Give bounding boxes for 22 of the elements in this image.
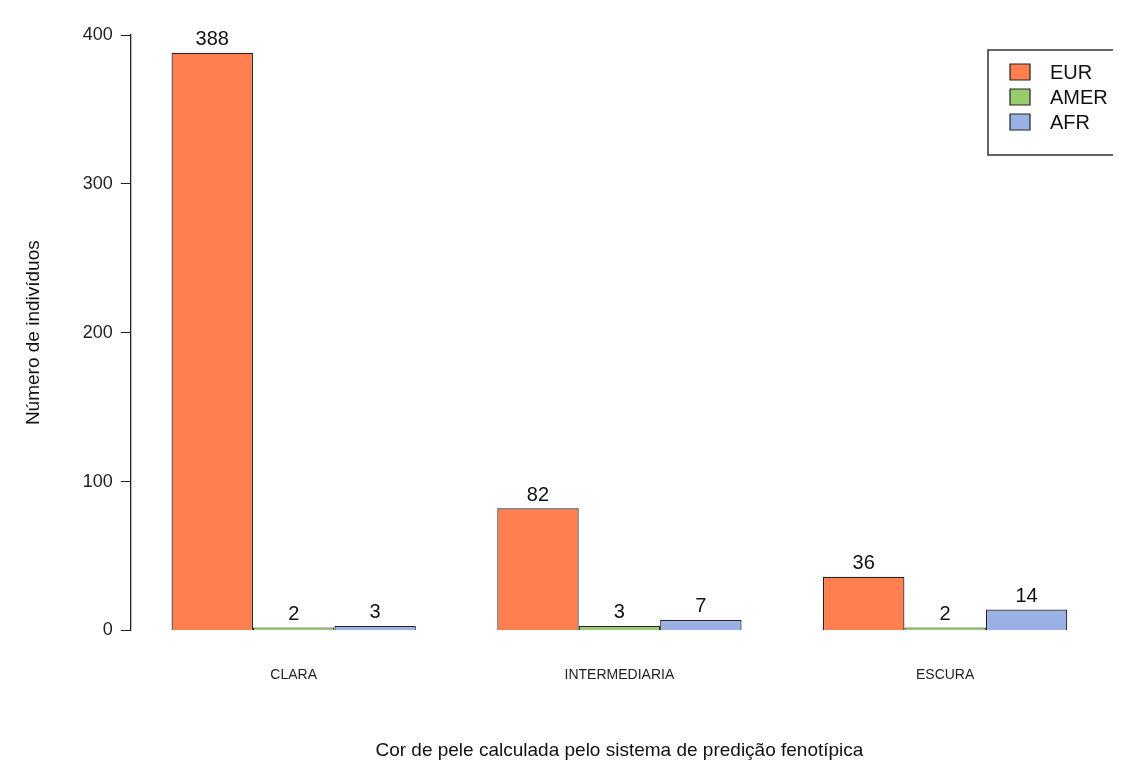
x-tick-label: CLARA [270, 665, 318, 682]
y-tick-label: 100 [82, 470, 113, 491]
legend-label: EUR [1050, 60, 1093, 83]
data-label: 3 [369, 600, 381, 623]
data-label: 388 [195, 27, 229, 50]
y-tick-label: 400 [82, 23, 113, 44]
y-tick-label: 0 [102, 619, 113, 640]
data-label: 82 [526, 482, 550, 505]
y-tick-label: 200 [82, 321, 113, 342]
data-label: 2 [288, 601, 300, 624]
data-label: 3 [613, 600, 625, 623]
x-tick-label: INTERMEDIARIA [564, 665, 675, 682]
x-axis-title: Cor de pele calculada pelo sistema de predição fenotípica [375, 738, 864, 760]
data-label: 36 [852, 551, 875, 574]
legend-label: AMER [1050, 85, 1108, 108]
data-label: 2 [939, 601, 951, 624]
y-tick-label: 300 [82, 172, 113, 193]
y-axis-title: Número de indivíduos [21, 240, 43, 426]
data-label: 14 [1015, 584, 1038, 607]
x-tick-label: ESCURA [915, 665, 975, 682]
data-label: 7 [695, 594, 707, 617]
legend-label: AFR [1050, 110, 1090, 133]
